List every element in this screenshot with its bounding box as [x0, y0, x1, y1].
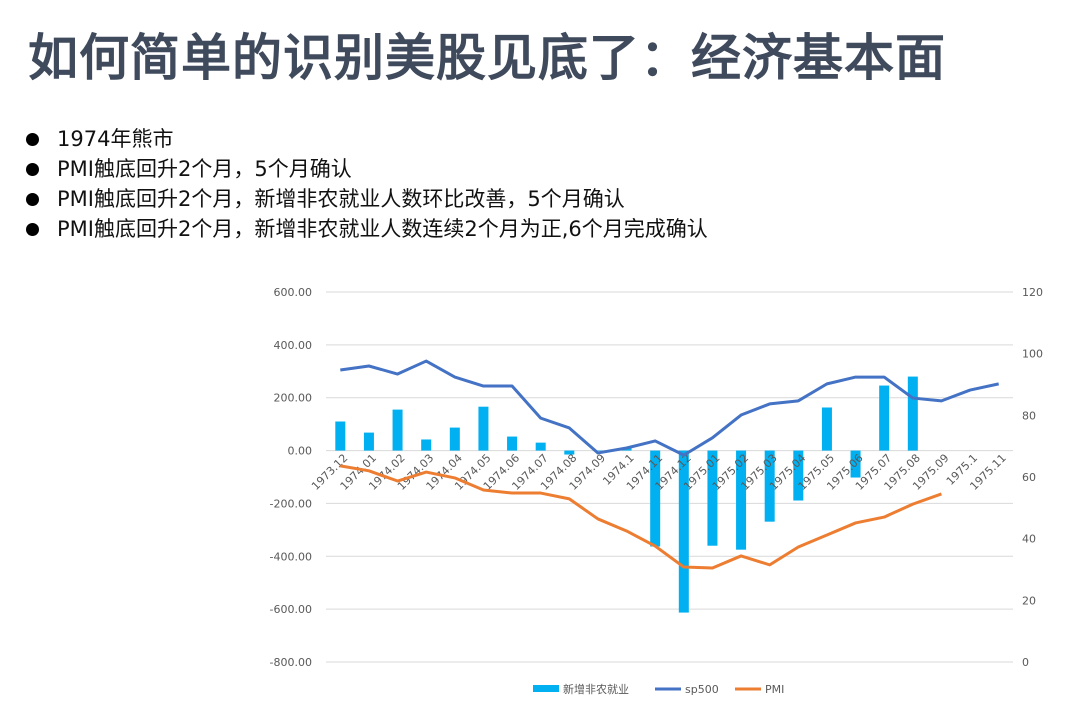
- y-left-tick-label: -800.00: [270, 656, 312, 669]
- bar: [449, 427, 460, 451]
- bullet-dot-icon: [26, 192, 39, 206]
- y-left-tick-label: 600.00: [274, 286, 313, 299]
- page-title: 如何简单的识别美股见底了：经济基本面: [28, 29, 946, 87]
- bar: [821, 407, 832, 451]
- bullet-text: 1974年熊市: [57, 127, 174, 151]
- bullet-item: PMI触底回升2个月，5个月确认: [26, 154, 708, 184]
- legend-label: PMI: [765, 683, 784, 696]
- bullet-item: PMI触底回升2个月，新增非农就业人数连续2个月为正,6个月完成确认: [26, 214, 708, 244]
- bullet-text: PMI触底回升2个月，新增非农就业人数连续2个月为正,6个月完成确认: [57, 217, 708, 241]
- y-left-tick-label: 0.00: [288, 445, 313, 458]
- bar: [592, 450, 603, 452]
- y-right-tick-label: 0: [1022, 656, 1029, 669]
- bullet-dot-icon: [26, 222, 39, 236]
- bar: [335, 421, 346, 451]
- bar: [392, 409, 403, 451]
- y-right-tick-label: 80: [1022, 409, 1036, 422]
- y-right-tick-label: 60: [1022, 471, 1036, 484]
- bar: [736, 450, 747, 550]
- y-left-tick-label: -600.00: [270, 603, 312, 616]
- legend-swatch: [533, 685, 559, 692]
- bar: [678, 450, 689, 613]
- bullet-list: 1974年熊市 PMI触底回升2个月，5个月确认 PMI触底回升2个月，新增非农…: [26, 124, 708, 244]
- bar: [478, 406, 489, 451]
- bar: [850, 450, 861, 478]
- bar: [907, 376, 918, 451]
- bar: [421, 439, 432, 451]
- bullet-item: PMI触底回升2个月，新增非农就业人数环比改善，5个月确认: [26, 184, 708, 214]
- legend-label: sp500: [685, 683, 719, 696]
- y-left-tick-label: 200.00: [274, 392, 313, 405]
- y-left-tick-label: 400.00: [274, 339, 313, 352]
- bullet-text: PMI触底回升2个月，5个月确认: [57, 157, 352, 181]
- bullet-dot-icon: [26, 162, 39, 176]
- legend-label: 新增非农就业: [563, 682, 629, 696]
- y-left-tick-label: -200.00: [270, 497, 312, 510]
- line-sp500: [340, 359, 1000, 457]
- bar: [507, 436, 518, 451]
- bullet-dot-icon: [26, 132, 39, 146]
- bar: [650, 450, 661, 547]
- bar: [564, 450, 575, 455]
- y-left-tick-label: -400.00: [270, 550, 312, 563]
- bar: [764, 450, 775, 522]
- bullet-text: PMI触底回升2个月，新增非农就业人数环比改善，5个月确认: [57, 187, 625, 211]
- bar: [363, 432, 374, 451]
- bullet-item: 1974年熊市: [26, 124, 708, 154]
- y-right-tick-label: 20: [1022, 594, 1036, 607]
- bar: [793, 450, 804, 501]
- y-right-tick-label: 100: [1022, 348, 1043, 361]
- line-PMI: [340, 464, 942, 570]
- bar: [535, 442, 546, 451]
- bar: [707, 450, 718, 546]
- y-right-tick-label: 40: [1022, 533, 1036, 546]
- y-right-tick-label: 120: [1022, 286, 1043, 299]
- bar: [879, 385, 890, 451]
